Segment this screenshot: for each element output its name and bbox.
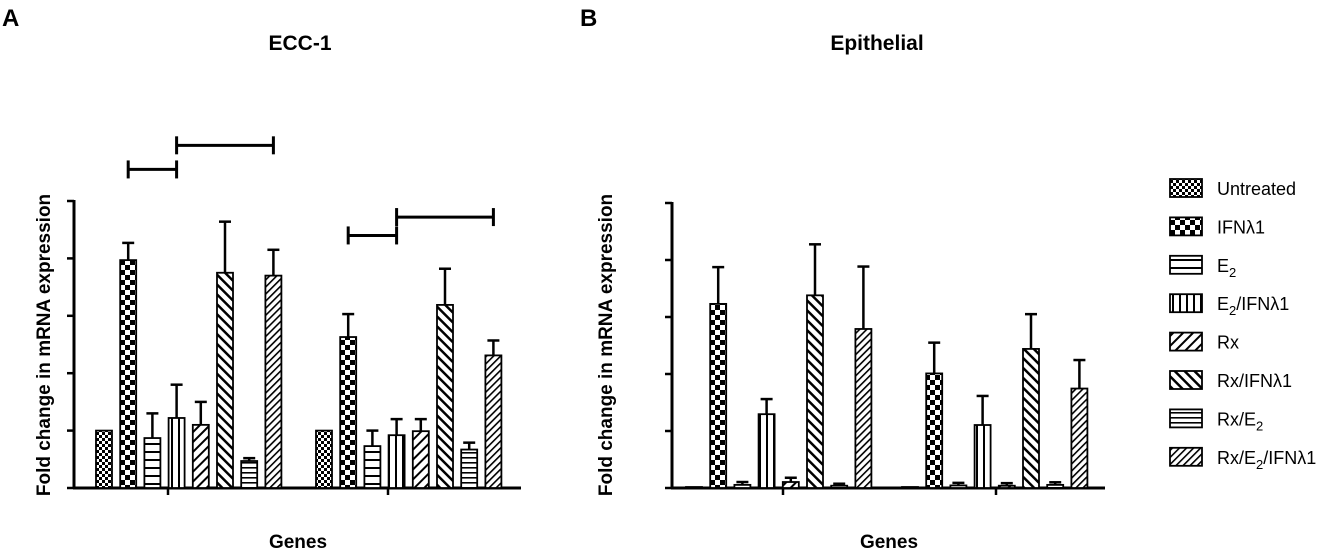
bar-Rx-OAS2 (781, 481, 800, 489)
legend-item: E2/IFNλ1 (1169, 293, 1289, 318)
legend-swatch (1169, 331, 1203, 352)
bar-Rx/E2/IFNλ1-ISG15 (484, 354, 503, 489)
panel-b-label: B (580, 5, 597, 32)
bar-E2/IFNλ1-ISG15 (387, 434, 406, 489)
legend-swatch (1169, 446, 1203, 467)
panel-a-x-axis-title: Genes (269, 532, 327, 553)
legend-label-text: Rx/E (1217, 448, 1256, 468)
bar-Rx/E2-ISG15 (1046, 483, 1065, 489)
bar-E2-OAS2 (733, 483, 752, 489)
legend-label-text: Untreated (1217, 179, 1296, 199)
bar-Rx/E2/IFNλ1-OAS2 (264, 274, 283, 489)
legend-label: E2 (1217, 256, 1236, 280)
bar-Untreated-ISG15 (901, 486, 919, 489)
legend-swatch (1169, 293, 1203, 314)
bar-E2-ISG15 (949, 484, 968, 489)
bar-E2-OAS2 (143, 437, 162, 489)
bar-Untreated-OAS2 (685, 486, 703, 489)
bar-Rx-ISG15 (411, 430, 430, 489)
legend-item: Rx (1169, 331, 1239, 353)
bar-Rx/E2-OAS2 (240, 460, 259, 489)
bar-IFNλ1-ISG15 (339, 336, 358, 489)
bar-Rx/E2/IFNλ1-OAS2 (854, 328, 873, 489)
legend-label-subscript: 2 (1256, 457, 1263, 472)
legend-label-text: Rx (1217, 333, 1239, 353)
legend-label-text: IFNλ1 (1217, 217, 1265, 237)
panel-b-title: Epithelial (830, 32, 923, 55)
legend-label-text: E (1217, 256, 1229, 276)
bar-Rx/IFNλ1-OAS2 (216, 271, 234, 489)
legend-swatch (1169, 216, 1203, 237)
legend-item: Rx/E2/IFNλ1 (1169, 446, 1316, 472)
bar-E2/IFNλ1-OAS2 (167, 417, 186, 489)
bar-Untreated-OAS2 (95, 429, 113, 489)
bar-E2/IFNλ1-OAS2 (757, 413, 776, 489)
bar-Rx/IFNλ1-ISG15 (436, 303, 454, 489)
bar-IFNλ1-OAS2 (709, 302, 728, 489)
panel-a-y-axis-title: Fold change in mRNA expression (34, 194, 55, 496)
legend-swatch (1169, 370, 1203, 390)
legend-item: E2 (1169, 254, 1236, 280)
bar-Untreated-ISG15 (315, 429, 333, 489)
legend-item: Rx/IFNλ1 (1169, 370, 1292, 391)
legend-label-text: /IFNλ1 (1236, 294, 1289, 314)
bar-Rx-OAS2 (191, 423, 210, 489)
legend-label: Rx/IFNλ1 (1217, 371, 1292, 391)
legend-label-text: Rx/IFNλ1 (1217, 371, 1292, 391)
legend-label-subscript: 2 (1229, 303, 1236, 318)
bar-Rx/IFNλ1-OAS2 (806, 294, 824, 489)
legend-label-text: Rx/E (1217, 409, 1256, 429)
legend-item: Untreated (1169, 178, 1296, 199)
legend-item: IFNλ1 (1169, 216, 1265, 237)
legend-label: IFNλ1 (1217, 217, 1265, 237)
bar-Rx/IFNλ1-ISG15 (1022, 348, 1040, 489)
bar-E2/IFNλ1-ISG15 (973, 424, 992, 489)
legend-label: Rx (1217, 333, 1239, 353)
panel-b-x-axis-title: Genes (860, 532, 918, 553)
panel-b-y-axis-title: Fold change in mRNA expression (596, 194, 617, 496)
legend-swatch (1169, 254, 1203, 275)
bar-IFNλ1-ISG15 (925, 372, 944, 489)
legend-label-subscript: 2 (1256, 418, 1263, 433)
legend-swatch (1169, 178, 1203, 198)
legend-label-subscript: 2 (1229, 265, 1236, 280)
panel-a-title: ECC-1 (268, 32, 331, 55)
legend-item: Rx/E2 (1169, 408, 1263, 433)
bar-E2-ISG15 (363, 445, 382, 489)
panel-a-label: A (2, 5, 19, 32)
legend-swatch (1169, 408, 1203, 429)
legend-label: Untreated (1217, 179, 1296, 199)
panel-a-chart (67, 136, 521, 495)
legend-label-text: /IFNλ1 (1263, 448, 1316, 468)
panel-b-chart (665, 201, 1105, 495)
bar-Rx-ISG15 (997, 484, 1016, 489)
legend-label: Rx/E2 (1217, 409, 1263, 433)
bar-Rx/E2-ISG15 (460, 448, 479, 489)
bar-Rx/E2-OAS2 (830, 484, 849, 489)
plot-area (67, 136, 1105, 495)
legend: UntreatedIFNλ1E2E2/IFNλ1RxRx/IFNλ1Rx/E2R… (1169, 178, 1316, 472)
bar-IFNλ1-OAS2 (119, 259, 138, 489)
legend-label: Rx/E2/IFNλ1 (1217, 448, 1316, 472)
legend-label-text: E (1217, 294, 1229, 314)
bar-Rx/E2/IFNλ1-ISG15 (1070, 387, 1089, 489)
legend-label: E2/IFNλ1 (1217, 294, 1289, 318)
